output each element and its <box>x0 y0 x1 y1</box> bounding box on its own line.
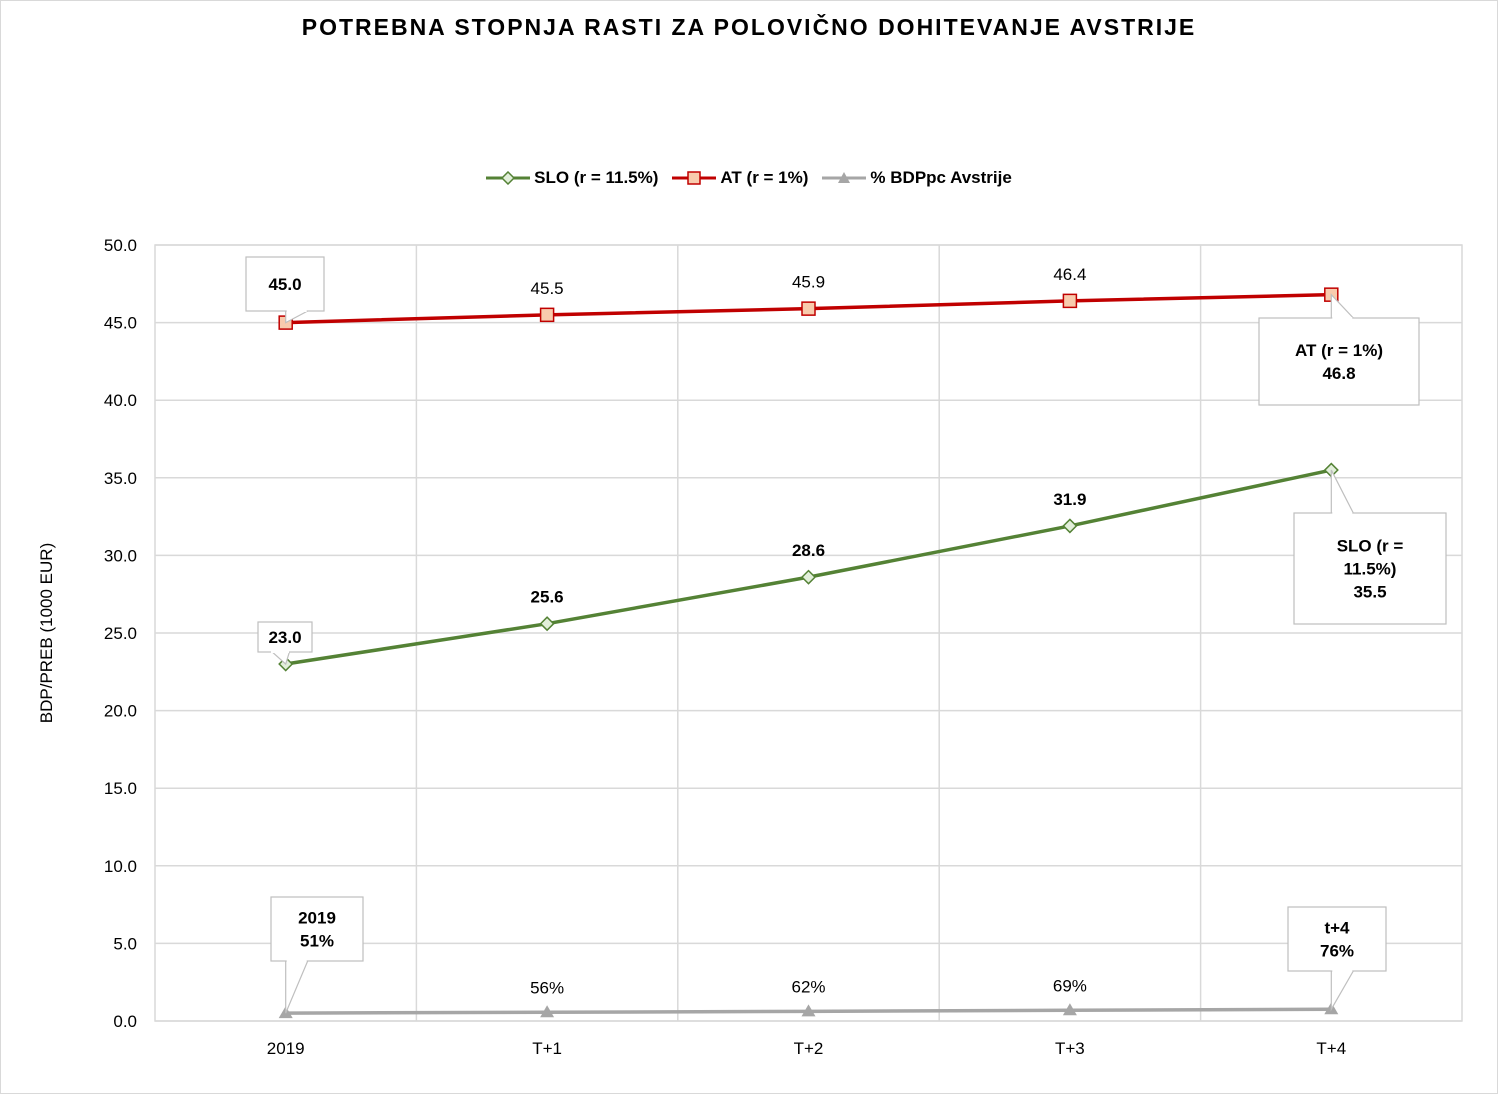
callout-text: 51% <box>300 932 334 951</box>
callout-box <box>257 621 313 653</box>
callout-slo-last: SLO (r = 11.5%) 35.5 <box>1293 469 1447 625</box>
legend-pct-line-triangle-icon <box>822 172 867 183</box>
y-tick-label: 50.0 <box>104 236 137 255</box>
y-tick-label: 30.0 <box>104 546 137 565</box>
legend-label-slo: SLO (r = 11.5%) <box>534 168 659 187</box>
data-label-pct: 69% <box>1053 976 1087 995</box>
callout-slo-first: 23.0 <box>257 621 313 666</box>
marker-at <box>539 307 555 323</box>
y-tick-label: 40.0 <box>104 391 137 410</box>
data-label-pct: 56% <box>530 978 564 997</box>
callout-pointer <box>1330 970 1355 1012</box>
callout-box <box>1287 906 1387 972</box>
x-tick-label: T+2 <box>794 1039 824 1058</box>
callout-at-last: AT (r = 1%) 46.8 <box>1258 293 1420 406</box>
y-tick-label: 20.0 <box>104 702 137 721</box>
x-tick-label: 2019 <box>267 1039 305 1058</box>
series-line-slo <box>285 468 1332 666</box>
data-label-slo: 28.6 <box>792 541 825 560</box>
legend-item-slo: SLO (r = 11.5%) <box>486 168 658 188</box>
legend-at-line-square-icon <box>672 171 717 185</box>
marker-pct <box>1062 1003 1077 1016</box>
data-label-at: 45.9 <box>792 273 825 292</box>
callout-at-first: 45.0 <box>245 256 325 324</box>
marker-slo <box>539 616 555 632</box>
callout-box <box>1293 512 1447 625</box>
callout-text: 23.0 <box>268 628 301 647</box>
y-tick-label: 0.0 <box>113 1012 137 1031</box>
legend-item-pct: % BDPpc Avstrije <box>822 168 1012 188</box>
y-tick-label: 45.0 <box>104 314 137 333</box>
callout-text: AT (r = 1%) <box>1295 341 1383 360</box>
callout-box <box>245 256 325 312</box>
y-tick-label: 5.0 <box>113 934 137 953</box>
marker-slo <box>800 569 817 585</box>
legend-label-pct: % BDPpc Avstrije <box>870 168 1012 187</box>
y-tick-label: 35.0 <box>104 469 137 488</box>
callout-pct-last: t+476% <box>1287 906 1387 1012</box>
y-tick-label: 25.0 <box>104 624 137 643</box>
legend-label-at: AT (r = 1%) <box>720 168 809 187</box>
x-tick-label: T+1 <box>532 1039 562 1058</box>
legend-item-at: AT (r = 1%) <box>672 168 808 188</box>
x-tick-label: T+4 <box>1316 1039 1346 1058</box>
callout-pointer <box>1330 293 1355 319</box>
data-label-pct: 62% <box>791 977 825 996</box>
callout-text: 45.0 <box>268 275 301 294</box>
callout-text: 11.5%) <box>1344 560 1397 579</box>
callout-text: 2019 <box>298 909 336 928</box>
x-tick-label: T+3 <box>1055 1039 1085 1058</box>
chart-title: POTREBNA STOPNJA RASTI ZA POLOVIČNO DOHI… <box>301 14 1197 40</box>
callout-pct-first: 2019 51% <box>270 896 364 1014</box>
legend-slo-line-diamond-icon <box>486 171 531 185</box>
marker-at <box>1062 293 1078 309</box>
marker-at <box>801 301 816 316</box>
data-label-slo: 25.6 <box>531 588 564 607</box>
callout-text: 35.5 <box>1353 583 1386 602</box>
legend: SLO (r = 11.5%) AT (r = 1%) % BDPpc Avst… <box>0 168 1498 188</box>
callout-text: SLO (r = <box>1337 537 1404 556</box>
marker-slo <box>1062 518 1078 534</box>
callout-text: 46.8 <box>1322 364 1355 383</box>
data-label-at: 46.4 <box>1053 265 1086 284</box>
callout-box <box>1258 317 1420 406</box>
marker-pct <box>540 1005 555 1018</box>
callout-pointer <box>1330 469 1355 514</box>
y-tick-label: 15.0 <box>104 779 137 798</box>
callout-pointer <box>285 960 309 1014</box>
data-label-at: 45.5 <box>531 279 564 298</box>
y-tick-label: 10.0 <box>104 857 137 876</box>
marker-pct <box>801 1004 816 1017</box>
callout-text: 76% <box>1320 942 1354 961</box>
callout-box <box>270 896 364 962</box>
data-label-slo: 31.9 <box>1053 490 1086 509</box>
y-axis-title: BDP/PREB (1000 EUR) <box>37 543 56 723</box>
callout-text: t+4 <box>1324 919 1350 938</box>
